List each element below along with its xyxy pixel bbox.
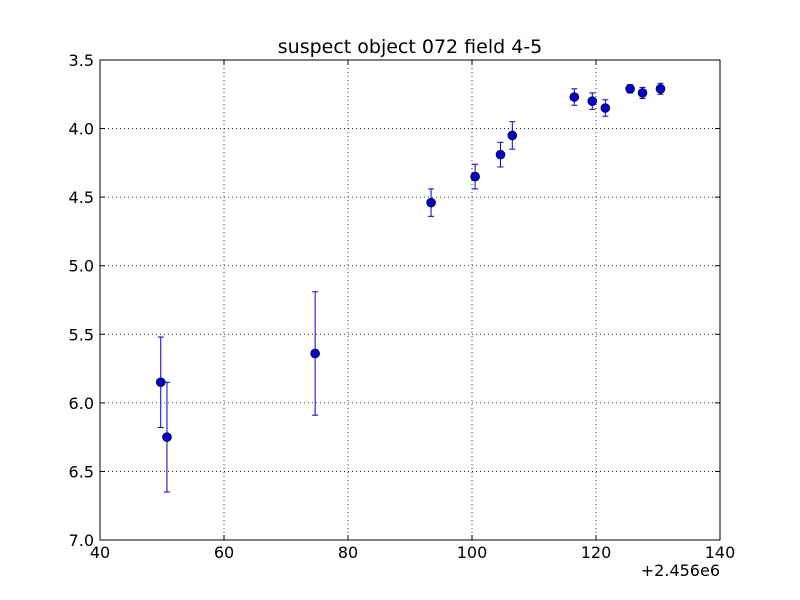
x-tick-label: 140 (705, 543, 736, 562)
data-point (600, 103, 611, 113)
chart-title: suspect object 072 field 4-5 (278, 36, 543, 58)
data-point (155, 377, 166, 388)
x-axis: 40 60 80 100 120 140 (90, 60, 735, 562)
data-point (162, 432, 172, 442)
data-point (587, 96, 598, 106)
x-offset-label: +2.456e6 (641, 561, 720, 580)
data-point (569, 92, 580, 102)
y-tick-label: 6.5 (69, 462, 94, 481)
x-tick-label: 80 (338, 543, 358, 562)
x-tick-label: 100 (457, 543, 488, 562)
y-tick-label: 7.0 (69, 531, 94, 550)
y-tick-label: 5.0 (69, 257, 94, 276)
y-tick-label: 4.5 (69, 188, 94, 207)
x-tick-label: 60 (214, 543, 234, 562)
data-point (637, 88, 648, 98)
data-point (655, 84, 666, 94)
x-tick-label: 120 (581, 543, 612, 562)
y-tick-label: 6.0 (69, 394, 94, 413)
x-tick-label: 40 (90, 543, 110, 562)
data-point (507, 130, 518, 141)
y-tick-label: 5.5 (69, 325, 94, 344)
data-point (470, 171, 480, 182)
data-points (155, 84, 666, 442)
y-tick-label: 4.0 (69, 120, 94, 139)
data-point (495, 149, 506, 160)
data-point (426, 197, 436, 208)
error-bars (157, 82, 664, 493)
data-point (625, 84, 635, 94)
grid (99, 59, 721, 541)
y-tick-label: 3.5 (69, 51, 94, 70)
y-axis: 3.5 4.0 4.5 5.0 5.5 6.0 6.5 7.0 (69, 51, 720, 550)
data-point (310, 348, 320, 359)
plot-frame (99, 59, 721, 541)
